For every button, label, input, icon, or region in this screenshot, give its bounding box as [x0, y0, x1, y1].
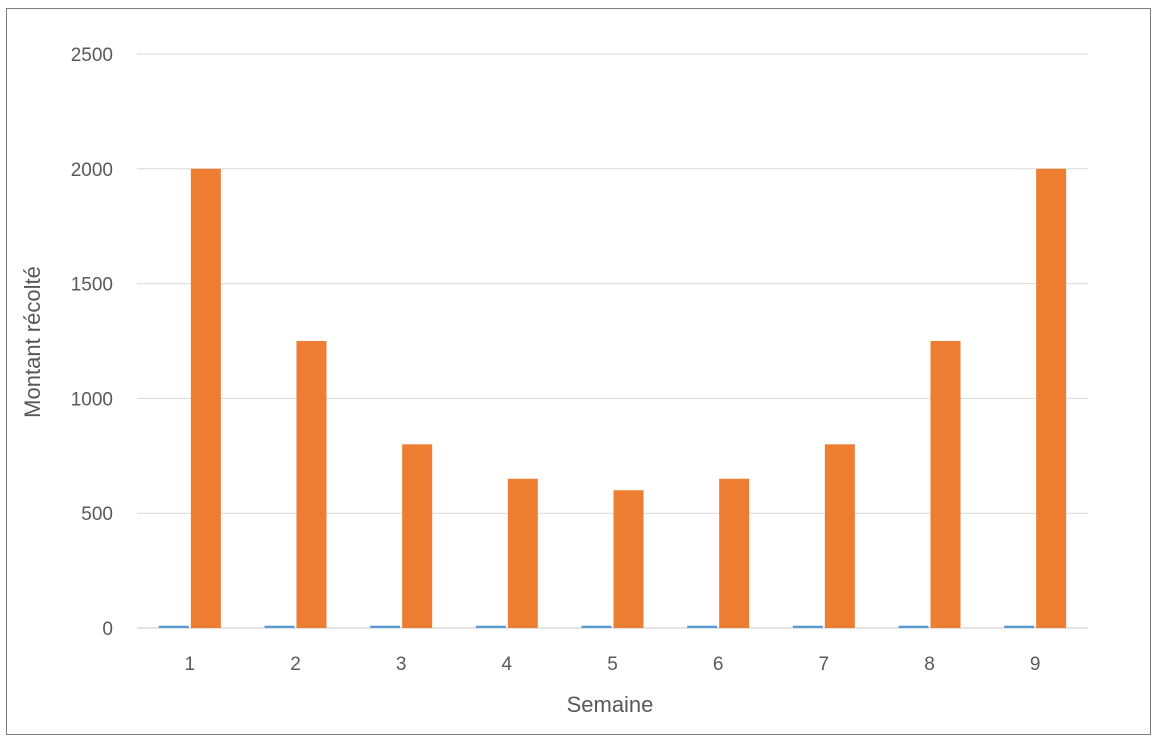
bar-series-1: [898, 625, 929, 628]
bar-series-2: [402, 444, 433, 628]
x-tick-label: 3: [396, 654, 407, 675]
y-tick-label: 2000: [71, 160, 113, 181]
x-tick-label: 9: [1030, 654, 1041, 675]
y-tick-label: 500: [81, 504, 113, 525]
x-axis-title: Semaine: [567, 692, 654, 717]
bar-series-1: [687, 625, 718, 628]
y-tick-labels: 0 500 1000 1500 2000 2500: [71, 45, 113, 640]
bar-series-2: [719, 478, 750, 628]
x-tick-labels: 1 2 3 4 5 6 7 8 9: [185, 654, 1041, 675]
y-tick-label: 2500: [71, 45, 113, 66]
y-tick-label: 1500: [71, 275, 113, 296]
y-tick-label: 1000: [71, 389, 113, 410]
bar-series-2: [507, 478, 538, 628]
bar-series-2: [824, 444, 855, 628]
bar-series-2: [1036, 168, 1067, 629]
x-tick-label: 2: [290, 654, 301, 675]
bar-series-1: [1004, 625, 1035, 628]
bar-series-1: [581, 625, 612, 628]
bar-series-2: [930, 341, 961, 628]
bar-series-2: [190, 168, 221, 629]
bar-series-1: [792, 625, 823, 628]
bar-series-1: [370, 625, 401, 628]
bars: [158, 168, 1067, 629]
bar-series-1: [158, 625, 189, 628]
x-tick-label: 6: [713, 654, 724, 675]
bar-series-1: [475, 625, 506, 628]
bar-series-2: [296, 341, 327, 628]
x-tick-label: 8: [924, 654, 935, 675]
bar-series-2: [613, 490, 644, 628]
x-tick-label: 4: [502, 654, 513, 675]
gridlines: [137, 53, 1088, 629]
x-tick-label: 1: [185, 654, 196, 675]
bar-series-1: [264, 625, 295, 628]
y-tick-label: 0: [102, 619, 113, 640]
x-tick-label: 5: [607, 654, 618, 675]
x-tick-label: 7: [819, 654, 830, 675]
y-axis-title: Montant récolté: [20, 266, 45, 418]
